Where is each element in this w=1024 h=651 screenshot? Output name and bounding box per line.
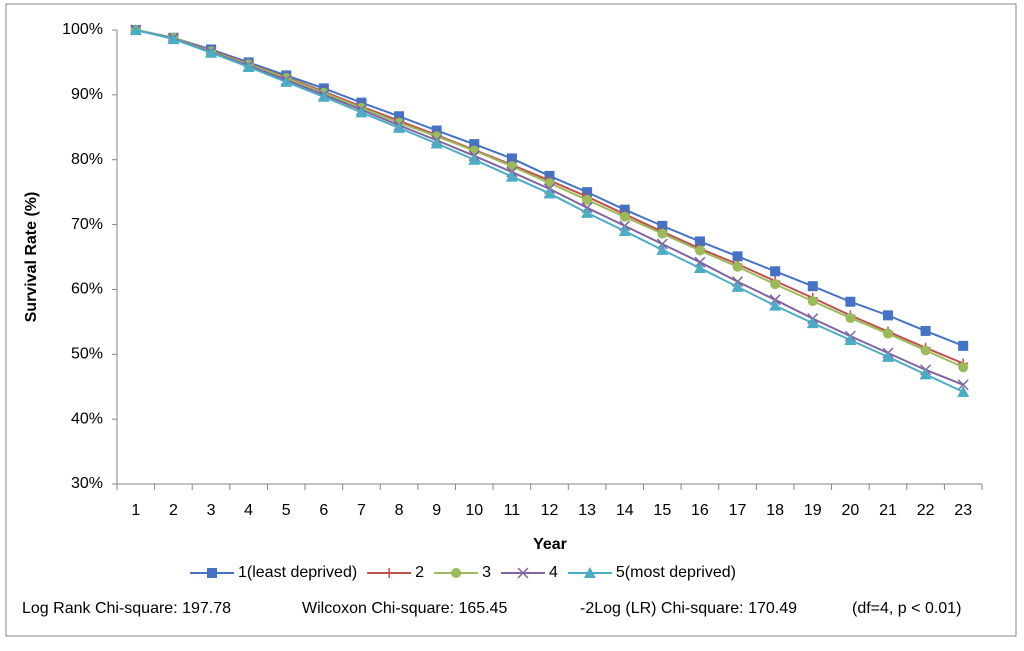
marker bbox=[619, 211, 630, 222]
x-tick-label: 16 bbox=[691, 502, 709, 519]
marker bbox=[957, 379, 969, 391]
marker bbox=[732, 251, 743, 262]
marker bbox=[882, 328, 893, 339]
x-tick-label: 1 bbox=[131, 502, 140, 519]
marker bbox=[770, 266, 781, 277]
marker bbox=[656, 243, 669, 255]
x-tick-label: 9 bbox=[432, 502, 441, 519]
marker bbox=[167, 33, 180, 45]
marker bbox=[280, 75, 293, 87]
y-tick-label: 40% bbox=[71, 410, 103, 427]
chart-border bbox=[5, 3, 1017, 637]
marker bbox=[731, 280, 744, 292]
marker bbox=[920, 345, 931, 356]
x-tick-label: 14 bbox=[616, 502, 634, 519]
y-tick-label: 100% bbox=[62, 21, 103, 38]
marker bbox=[583, 567, 596, 578]
marker bbox=[694, 245, 705, 256]
marker bbox=[770, 279, 781, 290]
marker bbox=[657, 220, 668, 231]
marker bbox=[582, 194, 593, 205]
x-tick-label: 19 bbox=[804, 502, 822, 519]
x-tick-label: 5 bbox=[282, 502, 291, 519]
annotation: Log Rank Chi-square: 197.78 bbox=[22, 600, 231, 617]
marker bbox=[769, 299, 782, 311]
x-tick-label: 11 bbox=[504, 502, 521, 519]
marker bbox=[205, 46, 218, 58]
x-tick-label: 8 bbox=[395, 502, 404, 519]
legend-label: 4 bbox=[549, 564, 558, 581]
marker bbox=[882, 310, 893, 321]
marker bbox=[129, 24, 142, 35]
marker bbox=[468, 153, 481, 165]
legend-label: 5(most deprived) bbox=[616, 564, 736, 581]
marker bbox=[881, 350, 894, 362]
x-tick-label: 4 bbox=[244, 502, 253, 519]
x-tick-label: 10 bbox=[465, 502, 483, 519]
marker bbox=[958, 340, 969, 351]
marker bbox=[844, 334, 857, 346]
x-tick-label: 3 bbox=[207, 502, 216, 519]
x-tick-label: 17 bbox=[729, 502, 747, 519]
marker bbox=[845, 296, 856, 307]
x-tick-label: 6 bbox=[319, 502, 328, 519]
marker bbox=[543, 187, 556, 199]
x-tick-label: 22 bbox=[917, 502, 935, 519]
y-axis-title: Survival Rate (%) bbox=[23, 192, 40, 323]
marker bbox=[845, 312, 856, 323]
marker bbox=[451, 568, 462, 578]
y-tick-label: 50% bbox=[71, 346, 103, 363]
x-tick-label: 23 bbox=[954, 502, 972, 519]
marker bbox=[807, 296, 818, 307]
marker bbox=[317, 90, 330, 102]
x-tick-label: 21 bbox=[879, 502, 897, 519]
marker bbox=[355, 106, 368, 118]
marker bbox=[694, 236, 705, 247]
x-tick-label: 12 bbox=[541, 502, 559, 519]
marker bbox=[919, 368, 932, 380]
marker bbox=[958, 362, 969, 373]
legend-label: 2 bbox=[415, 564, 424, 581]
y-tick-label: 30% bbox=[71, 475, 103, 492]
marker bbox=[430, 137, 443, 149]
annotation: -2Log (LR) Chi-square: 170.49 bbox=[580, 600, 797, 617]
marker bbox=[806, 317, 819, 329]
marker bbox=[581, 206, 594, 218]
marker bbox=[506, 153, 517, 164]
y-tick-label: 90% bbox=[71, 86, 103, 103]
marker bbox=[207, 568, 217, 578]
x-tick-label: 18 bbox=[766, 502, 784, 519]
marker bbox=[693, 262, 706, 274]
marker bbox=[732, 261, 743, 272]
marker bbox=[242, 60, 255, 72]
legend-label: 1(least deprived) bbox=[238, 564, 357, 581]
annotation: (df=4, p < 0.01) bbox=[852, 600, 961, 617]
x-tick-label: 13 bbox=[578, 502, 596, 519]
x-tick-label: 2 bbox=[169, 502, 178, 519]
marker bbox=[618, 225, 631, 237]
marker bbox=[807, 281, 818, 292]
marker bbox=[469, 139, 480, 150]
marker bbox=[957, 385, 970, 397]
marker bbox=[517, 567, 529, 579]
x-tick-label: 7 bbox=[357, 502, 366, 519]
marker bbox=[384, 568, 395, 578]
y-tick-label: 60% bbox=[71, 281, 103, 298]
marker bbox=[657, 228, 668, 239]
x-axis-title: Year bbox=[533, 536, 567, 553]
x-tick-label: 20 bbox=[841, 502, 859, 519]
annotation: Wilcoxon Chi-square: 165.45 bbox=[302, 600, 508, 617]
x-tick-label: 15 bbox=[653, 502, 671, 519]
legend-label: 3 bbox=[482, 564, 491, 581]
marker bbox=[920, 325, 931, 336]
marker bbox=[393, 121, 406, 133]
marker bbox=[505, 170, 518, 182]
y-tick-label: 80% bbox=[71, 151, 103, 168]
y-tick-label: 70% bbox=[71, 216, 103, 233]
